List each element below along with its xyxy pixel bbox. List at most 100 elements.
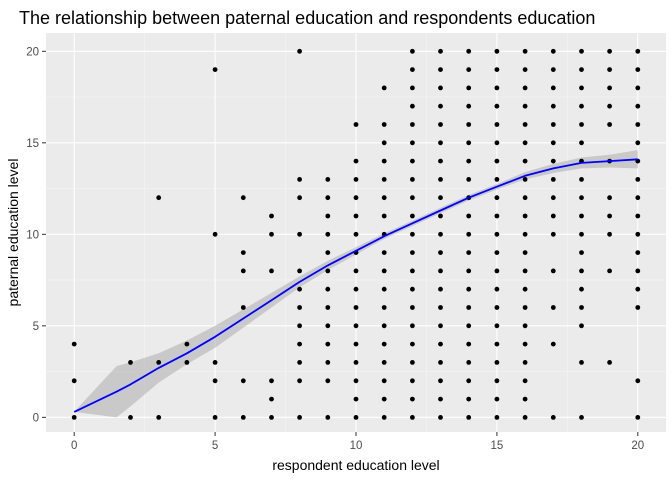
data-point bbox=[550, 305, 556, 310]
data-point bbox=[494, 415, 500, 420]
data-point bbox=[325, 250, 331, 256]
data-point bbox=[325, 286, 331, 292]
data-point bbox=[579, 213, 584, 219]
data-point bbox=[240, 268, 246, 274]
data-point bbox=[579, 195, 584, 201]
data-point bbox=[353, 341, 359, 347]
data-point bbox=[353, 305, 359, 310]
data-point bbox=[607, 195, 612, 201]
y-tick-label: 15 bbox=[26, 138, 39, 150]
data-point bbox=[466, 231, 472, 237]
smooth-line bbox=[73, 158, 638, 413]
data-point bbox=[353, 396, 359, 402]
data-point bbox=[466, 67, 472, 72]
data-point bbox=[297, 231, 302, 237]
data-point bbox=[325, 195, 331, 201]
data-point bbox=[494, 268, 500, 274]
data-point bbox=[325, 305, 331, 310]
data-point bbox=[607, 268, 612, 274]
data-point bbox=[522, 341, 528, 347]
smooth-line-layer bbox=[73, 158, 638, 413]
data-point bbox=[297, 323, 302, 329]
data-point bbox=[494, 250, 500, 256]
data-point bbox=[466, 158, 472, 164]
data-point bbox=[438, 360, 443, 365]
data-point bbox=[212, 360, 218, 365]
data-point bbox=[269, 231, 274, 237]
data-point bbox=[550, 48, 556, 54]
data-point bbox=[297, 360, 302, 365]
data-point bbox=[381, 140, 387, 146]
y-tick-label: 0 bbox=[33, 412, 39, 424]
data-point bbox=[240, 378, 246, 384]
data-point bbox=[579, 250, 584, 256]
data-point bbox=[71, 415, 77, 420]
data-point bbox=[579, 268, 584, 274]
data-point bbox=[381, 195, 387, 201]
data-point bbox=[522, 85, 528, 91]
data-point bbox=[494, 231, 500, 237]
data-point bbox=[410, 158, 415, 164]
data-point bbox=[410, 122, 415, 127]
data-point bbox=[635, 231, 641, 237]
data-point bbox=[494, 323, 500, 329]
data-point bbox=[410, 140, 415, 146]
data-point bbox=[410, 85, 415, 91]
data-point bbox=[438, 396, 443, 402]
data-point bbox=[438, 231, 443, 237]
data-point bbox=[325, 323, 331, 329]
data-point bbox=[494, 213, 500, 219]
data-point bbox=[522, 67, 528, 72]
x-tick-label: 5 bbox=[212, 440, 218, 452]
data-point bbox=[353, 231, 359, 237]
data-point bbox=[353, 195, 359, 201]
data-point bbox=[494, 158, 500, 164]
data-point bbox=[466, 341, 472, 347]
data-point bbox=[494, 341, 500, 347]
data-point bbox=[381, 122, 387, 127]
data-point bbox=[466, 268, 472, 274]
data-point bbox=[240, 305, 246, 310]
data-point bbox=[438, 250, 443, 256]
confidence-band bbox=[74, 150, 638, 418]
data-point bbox=[494, 177, 500, 182]
axis-ticks bbox=[42, 50, 639, 436]
data-point bbox=[635, 122, 641, 127]
data-point bbox=[579, 85, 584, 91]
data-point bbox=[410, 231, 415, 237]
data-point bbox=[607, 67, 612, 72]
data-point bbox=[550, 231, 556, 237]
data-point bbox=[635, 286, 641, 292]
data-point bbox=[522, 195, 528, 201]
data-point bbox=[522, 231, 528, 237]
x-tick-label: 0 bbox=[71, 440, 77, 452]
data-point bbox=[381, 305, 387, 310]
data-point bbox=[212, 231, 218, 237]
data-point bbox=[381, 286, 387, 292]
data-point bbox=[410, 323, 415, 329]
data-point bbox=[438, 158, 443, 164]
data-point bbox=[240, 415, 246, 420]
data-point bbox=[579, 286, 584, 292]
data-point bbox=[438, 195, 443, 201]
data-point bbox=[438, 67, 443, 72]
data-point bbox=[381, 177, 387, 182]
data-point bbox=[353, 268, 359, 274]
x-axis-title: respondent education level bbox=[272, 457, 439, 473]
data-point bbox=[494, 396, 500, 402]
data-point bbox=[550, 103, 556, 109]
data-point bbox=[438, 103, 443, 109]
data-point bbox=[353, 286, 359, 292]
data-point bbox=[381, 415, 387, 420]
data-point bbox=[522, 323, 528, 329]
data-point bbox=[466, 360, 472, 365]
data-point bbox=[410, 195, 415, 201]
data-point bbox=[579, 231, 584, 237]
data-point bbox=[212, 67, 218, 72]
data-point bbox=[522, 286, 528, 292]
data-point bbox=[269, 268, 274, 274]
data-point bbox=[494, 360, 500, 365]
data-point bbox=[297, 286, 302, 292]
data-point bbox=[410, 103, 415, 109]
data-point bbox=[325, 177, 331, 182]
